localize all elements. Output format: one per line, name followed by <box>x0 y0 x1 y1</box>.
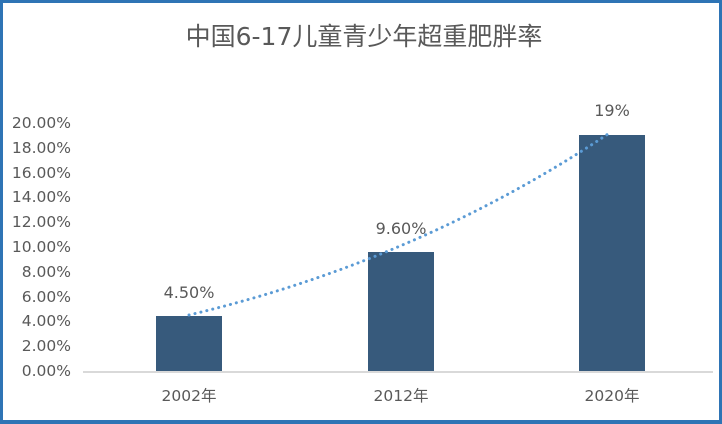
y-tick-label: 0.00% <box>21 362 71 380</box>
x-tick-label-2002: 2002年 <box>161 387 217 405</box>
y-tick-label: 8.00% <box>21 262 71 281</box>
y-tick-label: 20.00% <box>11 114 71 132</box>
bar-2020 <box>579 135 645 371</box>
y-tick-label: 14.00% <box>11 188 71 207</box>
y-tick-label: 12.00% <box>11 213 71 232</box>
y-tick-label: 6.00% <box>21 287 71 306</box>
data-label-2002: 4.50% <box>163 283 215 302</box>
x-tick-label-2012: 2012年 <box>373 387 429 405</box>
x-axis-line <box>83 371 713 373</box>
y-tick-label: 18.00% <box>11 138 71 157</box>
y-tick-label: 16.00% <box>11 163 71 182</box>
y-tick-label: 4.00% <box>21 312 71 331</box>
bar-2002 <box>156 316 222 371</box>
data-label-2012: 9.60% <box>375 219 427 238</box>
y-tick-label: 2.00% <box>21 337 71 356</box>
x-tick-label-2020: 2020年 <box>584 387 640 405</box>
bar-2012 <box>368 252 434 371</box>
y-tick-label: 10.00% <box>11 238 71 256</box>
chart-title: 中国6-17儿童青少年超重肥胖率 <box>185 22 543 51</box>
data-label-2020: 19% <box>594 101 630 120</box>
